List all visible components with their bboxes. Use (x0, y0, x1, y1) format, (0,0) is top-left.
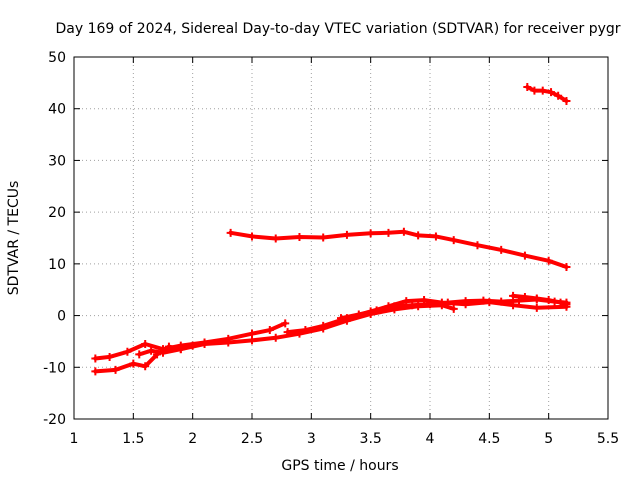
data-point (449, 236, 458, 245)
data-point (342, 230, 351, 239)
data-point (366, 229, 375, 238)
data-point (91, 354, 100, 363)
data-point (408, 301, 417, 310)
x-tick-label: 4 (426, 431, 435, 447)
data-point (562, 300, 571, 309)
y-tick-label: -20 (43, 412, 66, 428)
data-point (554, 91, 563, 100)
data-point (301, 326, 310, 335)
data-point (562, 262, 571, 271)
data-point (384, 228, 393, 237)
data-point (123, 347, 132, 356)
x-tick-label: 1 (70, 431, 79, 447)
data-point (271, 234, 280, 243)
data-point (141, 340, 150, 349)
data-point (544, 256, 553, 265)
y-axis-title: SDTVAR / TECUs (6, 181, 22, 296)
y-tick-label: 30 (48, 153, 66, 169)
data-point (111, 365, 120, 374)
data-point (354, 310, 363, 319)
data-point (224, 338, 233, 347)
x-axis-title: GPS time / hours (281, 458, 398, 474)
y-tick-label: 0 (57, 309, 66, 325)
grid-lines (74, 57, 608, 419)
data-point (473, 241, 482, 250)
data-point (105, 352, 114, 361)
data-point (226, 228, 235, 237)
x-tick-label: 2 (188, 431, 197, 447)
data-point (319, 233, 328, 242)
data-point (497, 297, 506, 306)
data-point (532, 294, 541, 303)
data-point (372, 306, 381, 315)
data-point (295, 232, 304, 241)
data-point (449, 304, 458, 313)
data-series-group (91, 82, 571, 376)
x-tick-label: 4.5 (478, 431, 500, 447)
data-point (530, 86, 539, 95)
data-point (129, 359, 138, 368)
data-point (319, 321, 328, 330)
data-point (520, 251, 529, 260)
y-tick-label: 40 (48, 102, 66, 118)
data-point (443, 298, 452, 307)
data-point (164, 342, 173, 351)
data-point (538, 86, 547, 95)
chart-title: Day 169 of 2024, Sidereal Day-to-day VTE… (55, 21, 620, 37)
x-tick-label: 3.5 (360, 431, 382, 447)
data-point (248, 232, 256, 241)
y-tick-label: 50 (48, 50, 66, 66)
data-point (159, 348, 167, 357)
data-point (91, 367, 100, 376)
data-point (265, 326, 274, 335)
data-point (523, 82, 532, 91)
data-point (147, 346, 156, 355)
data-point (431, 232, 440, 241)
data-point (271, 333, 280, 342)
data-point (532, 303, 541, 312)
data-point (479, 296, 488, 305)
data-point (547, 88, 556, 97)
data-point (248, 329, 256, 338)
data-point (544, 296, 553, 305)
data-point (399, 227, 408, 236)
data-point (556, 298, 565, 307)
series-arc-a (523, 82, 571, 105)
data-point (248, 336, 256, 345)
data-point (509, 291, 518, 300)
data-point (141, 362, 150, 371)
x-tick-label: 5.5 (597, 431, 619, 447)
series-arc-h (509, 291, 571, 309)
x-tick-label: 1.5 (122, 431, 144, 447)
y-tick-label: -10 (43, 360, 66, 376)
data-point (414, 231, 423, 240)
data-point (461, 297, 470, 306)
x-tick-label: 2.5 (241, 431, 263, 447)
data-point (390, 302, 399, 311)
data-point (520, 292, 529, 301)
x-tick-label: 5 (544, 431, 553, 447)
data-point (337, 314, 345, 323)
data-point (497, 245, 506, 254)
plot-frame (73, 56, 609, 420)
data-point (562, 96, 571, 105)
y-tick-label: 10 (48, 257, 66, 273)
y-tick-label: 20 (48, 205, 66, 221)
series-arc-b (226, 227, 571, 271)
axis-ticks: 1 1.5 2 2.5 3 3.5 4 4.5 5 5.5 -20 -10 0 10 20 30 40 50 (43, 50, 619, 447)
data-point (176, 345, 185, 354)
data-point (135, 350, 144, 359)
data-point (200, 340, 209, 349)
data-point (281, 319, 290, 328)
x-tick-label: 3 (307, 431, 316, 447)
data-point (426, 300, 434, 309)
data-point (283, 328, 292, 337)
